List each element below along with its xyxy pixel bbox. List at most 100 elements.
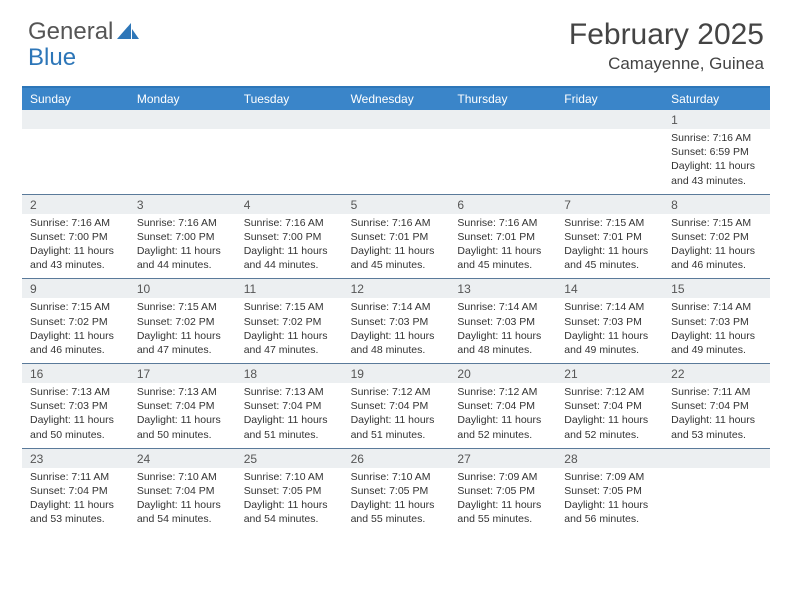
weekday-header: Tuesday (236, 88, 343, 110)
day-number: 14 (556, 279, 663, 298)
weekday-header: Thursday (449, 88, 556, 110)
day-cell: Sunrise: 7:14 AMSunset: 7:03 PMDaylight:… (663, 298, 770, 363)
day-detail-line: Sunset: 7:04 PM (137, 399, 228, 413)
day-cell: Sunrise: 7:16 AMSunset: 7:01 PMDaylight:… (343, 214, 450, 279)
day-number: 21 (556, 364, 663, 383)
day-detail-line: Sunset: 7:02 PM (30, 315, 121, 329)
day-number: 9 (22, 279, 129, 298)
day-detail-line: Sunset: 7:04 PM (671, 399, 762, 413)
day-detail-line: Sunrise: 7:16 AM (351, 216, 442, 230)
day-detail-line: Daylight: 11 hours and 47 minutes. (137, 329, 228, 357)
day-detail-line: Sunset: 7:02 PM (671, 230, 762, 244)
day-cell: Sunrise: 7:16 AMSunset: 6:59 PMDaylight:… (663, 129, 770, 194)
day-cell (129, 129, 236, 194)
day-cell: Sunrise: 7:13 AMSunset: 7:04 PMDaylight:… (236, 383, 343, 448)
day-detail-line: Daylight: 11 hours and 49 minutes. (671, 329, 762, 357)
day-cell: Sunrise: 7:11 AMSunset: 7:04 PMDaylight:… (22, 468, 129, 533)
day-detail-line: Sunrise: 7:16 AM (137, 216, 228, 230)
day-number: 27 (449, 449, 556, 468)
day-cell (22, 129, 129, 194)
weekday-header: Saturday (663, 88, 770, 110)
day-number: 6 (449, 195, 556, 214)
day-detail-line: Sunset: 7:00 PM (137, 230, 228, 244)
day-detail-line: Daylight: 11 hours and 56 minutes. (564, 498, 655, 526)
day-cell: Sunrise: 7:10 AMSunset: 7:04 PMDaylight:… (129, 468, 236, 533)
calendar: Sunday Monday Tuesday Wednesday Thursday… (22, 86, 770, 532)
day-detail-line: Daylight: 11 hours and 45 minutes. (564, 244, 655, 272)
day-cell (663, 468, 770, 533)
day-detail-line: Sunrise: 7:09 AM (564, 470, 655, 484)
day-number: 19 (343, 364, 450, 383)
day-detail-line: Sunset: 7:05 PM (244, 484, 335, 498)
day-content-row: Sunrise: 7:11 AMSunset: 7:04 PMDaylight:… (22, 468, 770, 533)
day-detail-line: Sunrise: 7:16 AM (457, 216, 548, 230)
day-detail-line: Sunset: 7:03 PM (351, 315, 442, 329)
day-number-row: 2345678 (22, 195, 770, 214)
day-detail-line: Daylight: 11 hours and 46 minutes. (30, 329, 121, 357)
day-detail-line: Daylight: 11 hours and 45 minutes. (457, 244, 548, 272)
day-detail-line: Sunrise: 7:14 AM (671, 300, 762, 314)
day-cell: Sunrise: 7:12 AMSunset: 7:04 PMDaylight:… (449, 383, 556, 448)
day-detail-line: Sunrise: 7:11 AM (671, 385, 762, 399)
day-detail-line: Daylight: 11 hours and 54 minutes. (137, 498, 228, 526)
day-number: 26 (343, 449, 450, 468)
logo-word-1: General (28, 18, 113, 46)
day-cell: Sunrise: 7:15 AMSunset: 7:01 PMDaylight:… (556, 214, 663, 279)
day-number-row: 1 (22, 110, 770, 129)
day-number: 23 (22, 449, 129, 468)
day-number (22, 110, 129, 129)
day-cell (236, 129, 343, 194)
day-cell: Sunrise: 7:09 AMSunset: 7:05 PMDaylight:… (556, 468, 663, 533)
day-detail-line: Sunset: 7:01 PM (564, 230, 655, 244)
day-detail-line: Sunset: 7:04 PM (137, 484, 228, 498)
day-cell: Sunrise: 7:15 AMSunset: 7:02 PMDaylight:… (129, 298, 236, 363)
day-number: 4 (236, 195, 343, 214)
day-detail-line: Daylight: 11 hours and 43 minutes. (671, 159, 762, 187)
day-number: 3 (129, 195, 236, 214)
day-number-row: 9101112131415 (22, 279, 770, 298)
day-number (343, 110, 450, 129)
day-detail-line: Sunrise: 7:15 AM (244, 300, 335, 314)
day-number: 8 (663, 195, 770, 214)
day-detail-line: Daylight: 11 hours and 52 minutes. (457, 413, 548, 441)
day-detail-line: Daylight: 11 hours and 51 minutes. (351, 413, 442, 441)
day-detail-line: Sunset: 7:05 PM (564, 484, 655, 498)
day-number: 10 (129, 279, 236, 298)
day-number: 25 (236, 449, 343, 468)
day-detail-line: Daylight: 11 hours and 45 minutes. (351, 244, 442, 272)
day-detail-line: Sunset: 7:04 PM (351, 399, 442, 413)
day-cell: Sunrise: 7:16 AMSunset: 7:00 PMDaylight:… (22, 214, 129, 279)
day-detail-line: Sunset: 7:02 PM (244, 315, 335, 329)
day-detail-line: Sunrise: 7:16 AM (671, 131, 762, 145)
day-cell: Sunrise: 7:13 AMSunset: 7:03 PMDaylight:… (22, 383, 129, 448)
day-number (663, 449, 770, 468)
day-number: 15 (663, 279, 770, 298)
day-number: 1 (663, 110, 770, 129)
day-number: 24 (129, 449, 236, 468)
day-detail-line: Daylight: 11 hours and 48 minutes. (457, 329, 548, 357)
logo: General (28, 18, 139, 46)
day-detail-line: Daylight: 11 hours and 51 minutes. (244, 413, 335, 441)
day-number (129, 110, 236, 129)
logo-sail-icon (117, 23, 139, 41)
day-cell (556, 129, 663, 194)
day-number-row: 232425262728 (22, 449, 770, 468)
day-detail-line: Daylight: 11 hours and 44 minutes. (137, 244, 228, 272)
day-detail-line: Sunrise: 7:14 AM (457, 300, 548, 314)
day-content-row: Sunrise: 7:16 AMSunset: 7:00 PMDaylight:… (22, 214, 770, 280)
day-detail-line: Sunrise: 7:14 AM (351, 300, 442, 314)
day-content-row: Sunrise: 7:16 AMSunset: 6:59 PMDaylight:… (22, 129, 770, 195)
day-number: 17 (129, 364, 236, 383)
day-number (449, 110, 556, 129)
day-detail-line: Daylight: 11 hours and 52 minutes. (564, 413, 655, 441)
day-number: 12 (343, 279, 450, 298)
day-detail-line: Sunrise: 7:13 AM (30, 385, 121, 399)
day-detail-line: Sunrise: 7:11 AM (30, 470, 121, 484)
day-detail-line: Daylight: 11 hours and 44 minutes. (244, 244, 335, 272)
day-detail-line: Sunrise: 7:15 AM (137, 300, 228, 314)
day-cell: Sunrise: 7:12 AMSunset: 7:04 PMDaylight:… (343, 383, 450, 448)
day-number: 18 (236, 364, 343, 383)
day-cell: Sunrise: 7:11 AMSunset: 7:04 PMDaylight:… (663, 383, 770, 448)
day-cell: Sunrise: 7:10 AMSunset: 7:05 PMDaylight:… (236, 468, 343, 533)
day-number (556, 110, 663, 129)
